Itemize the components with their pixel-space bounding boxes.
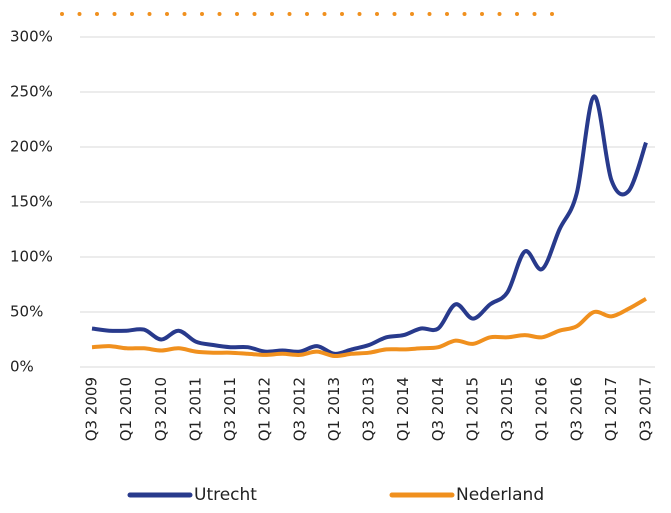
legend-label: Utrecht <box>194 485 257 505</box>
x-tick-label: Q3 2014 <box>429 377 447 441</box>
y-tick-label: 150% <box>10 193 53 211</box>
y-tick-label: 0% <box>10 358 34 376</box>
y-tick-label: 300% <box>10 28 53 46</box>
x-tick-label: Q1 2013 <box>325 377 343 441</box>
x-tick-label: Q1 2012 <box>256 377 274 441</box>
x-tick-label: Q3 2011 <box>221 377 239 441</box>
x-tick-label: Q3 2016 <box>567 377 585 441</box>
x-tick-label: Q3 2012 <box>290 377 308 441</box>
y-tick-label: 100% <box>10 248 53 266</box>
x-tick-label: Q3 2010 <box>152 377 170 441</box>
y-tick-label: 200% <box>10 138 53 156</box>
line-series <box>91 297 647 359</box>
y-tick-label: 250% <box>10 83 53 101</box>
line-series <box>91 94 648 356</box>
x-tick-label: Q3 2015 <box>498 377 516 441</box>
x-tick-label: Q3 2013 <box>360 377 378 441</box>
x-tick-label: Q1 2015 <box>463 377 481 441</box>
x-tick-label: Q1 2014 <box>394 377 412 441</box>
x-tick-label: Q3 2009 <box>83 377 101 441</box>
x-tick-label: Q1 2017 <box>602 377 620 441</box>
x-tick-label: Q1 2010 <box>117 377 135 441</box>
legend-label: Nederland <box>456 485 544 505</box>
x-tick-label: Q1 2011 <box>186 377 204 441</box>
y-tick-label: 50% <box>10 303 43 321</box>
x-tick-label: Q1 2016 <box>533 377 551 441</box>
x-tick-label: Q3 2017 <box>637 377 655 441</box>
